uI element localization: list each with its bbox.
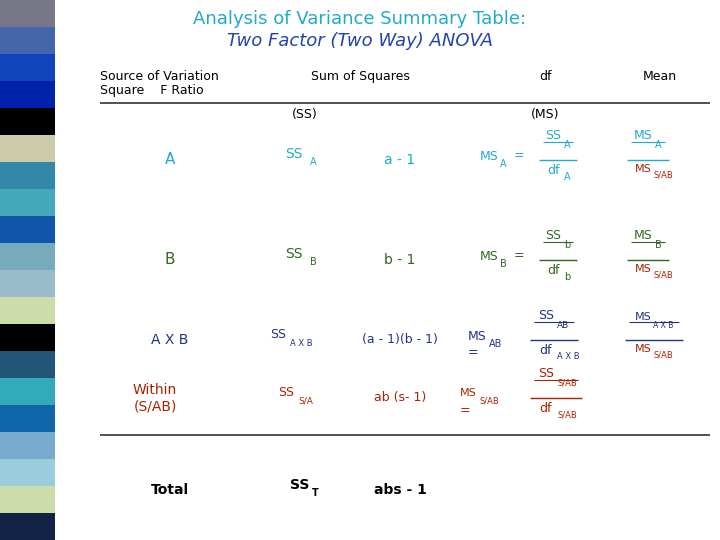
Text: A: A xyxy=(655,140,662,150)
Bar xyxy=(0,351,55,378)
Bar xyxy=(0,378,55,405)
Text: AB: AB xyxy=(489,339,503,349)
Bar xyxy=(0,135,55,162)
Text: MS: MS xyxy=(634,312,652,322)
Text: A X B: A X B xyxy=(290,339,312,348)
Text: B: B xyxy=(165,253,175,267)
Bar xyxy=(0,108,55,135)
Text: A: A xyxy=(165,152,175,167)
Bar xyxy=(0,162,55,189)
Text: Source of Variation: Source of Variation xyxy=(100,70,219,83)
Text: MS: MS xyxy=(480,249,499,262)
Text: Sum of Squares: Sum of Squares xyxy=(310,70,410,83)
Text: S/AB: S/AB xyxy=(654,171,674,180)
Text: ab (s- 1): ab (s- 1) xyxy=(374,392,426,404)
Text: df: df xyxy=(546,264,559,277)
Text: S/AB: S/AB xyxy=(654,351,674,360)
Text: =: = xyxy=(468,346,479,359)
Text: A: A xyxy=(500,159,507,169)
Text: =: = xyxy=(514,150,525,163)
Text: (MS): (MS) xyxy=(531,108,559,121)
Bar xyxy=(0,297,55,324)
Bar xyxy=(0,432,55,459)
Text: MS: MS xyxy=(460,388,477,398)
Text: MS: MS xyxy=(480,150,499,163)
Text: MS: MS xyxy=(634,229,652,242)
Text: Analysis of Variance Summary Table:: Analysis of Variance Summary Table: xyxy=(194,10,526,28)
Text: S/AB: S/AB xyxy=(557,379,577,388)
Text: A X B: A X B xyxy=(557,352,580,361)
Bar xyxy=(0,405,55,432)
Bar xyxy=(0,54,55,81)
Text: =: = xyxy=(460,404,471,417)
Text: A X B: A X B xyxy=(653,321,673,330)
Text: S/A: S/A xyxy=(298,396,313,406)
Text: df: df xyxy=(540,402,552,415)
Text: S/AB: S/AB xyxy=(654,271,674,280)
Text: SS: SS xyxy=(538,367,554,380)
Text: SS: SS xyxy=(545,229,561,242)
Text: (SS): (SS) xyxy=(292,108,318,121)
Bar xyxy=(0,270,55,297)
Text: S/AB: S/AB xyxy=(557,410,577,419)
Text: SS: SS xyxy=(290,478,310,492)
Text: (a - 1)(b - 1): (a - 1)(b - 1) xyxy=(362,334,438,347)
Bar xyxy=(0,189,55,216)
Text: b: b xyxy=(564,272,570,282)
Bar xyxy=(0,216,55,243)
Text: MS: MS xyxy=(634,264,652,274)
Text: T: T xyxy=(312,488,319,498)
Bar xyxy=(0,324,55,351)
Text: MS: MS xyxy=(634,129,652,142)
Text: b: b xyxy=(564,240,570,250)
Text: SS: SS xyxy=(285,247,302,261)
Text: A: A xyxy=(310,157,317,167)
Bar xyxy=(0,459,55,486)
Bar xyxy=(0,486,55,513)
Text: (S/AB): (S/AB) xyxy=(133,399,176,413)
Text: MS: MS xyxy=(634,164,652,174)
Text: SS: SS xyxy=(270,328,286,341)
Text: b - 1: b - 1 xyxy=(384,253,415,267)
Bar xyxy=(0,513,55,540)
Text: MS: MS xyxy=(468,329,487,342)
Text: =: = xyxy=(514,249,525,262)
Text: df: df xyxy=(540,344,552,357)
Text: B: B xyxy=(500,259,507,269)
Text: a - 1: a - 1 xyxy=(384,153,415,167)
Text: Mean: Mean xyxy=(643,70,677,83)
Bar xyxy=(0,27,55,54)
Text: SS: SS xyxy=(545,129,561,142)
Text: MS: MS xyxy=(634,344,652,354)
Text: AB: AB xyxy=(557,321,570,330)
Text: Two Factor (Two Way) ANOVA: Two Factor (Two Way) ANOVA xyxy=(227,32,493,50)
Text: Total: Total xyxy=(151,483,189,497)
Text: SS: SS xyxy=(538,309,554,322)
Text: S/AB: S/AB xyxy=(479,396,499,406)
Text: A: A xyxy=(564,172,571,182)
Text: B: B xyxy=(655,240,662,250)
Text: SS: SS xyxy=(285,147,302,161)
Bar xyxy=(0,81,55,108)
Text: B: B xyxy=(310,257,317,267)
Text: Square    F Ratio: Square F Ratio xyxy=(100,84,204,97)
Text: df: df xyxy=(539,70,552,83)
Text: A X B: A X B xyxy=(151,333,189,347)
Text: abs - 1: abs - 1 xyxy=(374,483,426,497)
Text: SS: SS xyxy=(278,387,294,400)
Text: Within: Within xyxy=(133,383,177,397)
Bar xyxy=(0,0,55,27)
Text: df: df xyxy=(546,164,559,177)
Bar xyxy=(0,243,55,270)
Text: A: A xyxy=(564,140,571,150)
